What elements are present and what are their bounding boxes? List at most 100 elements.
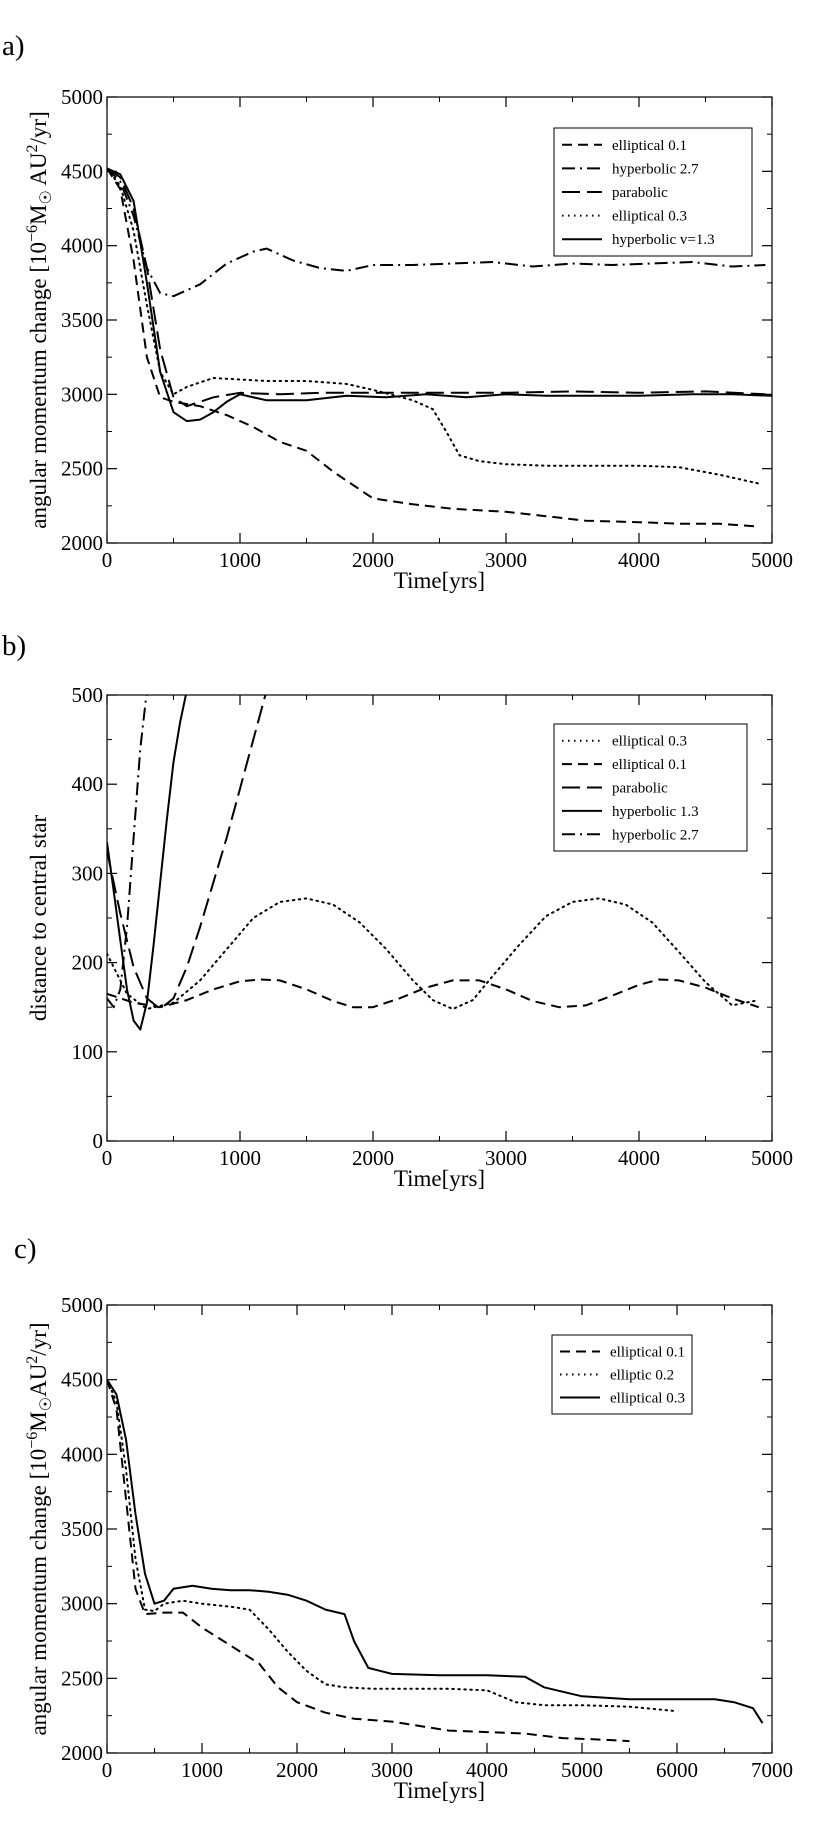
y-axis-title-base: angular momentum change [10 (26, 242, 51, 529)
chart-panel-c: c) 0 1000 2000 3000 4000 5000 6000 7000 2000 2500 3… (14, 1233, 793, 1803)
y-axis-title-exp1: −6 (24, 1432, 41, 1449)
series-line-elliptical-0-1 (107, 978, 760, 1009)
legend-label: elliptical 0.1 (610, 1345, 685, 1361)
y-axis-title-exp2: 2 (24, 1356, 41, 1364)
axis-ticks (106, 694, 773, 1142)
legend-label: hyperbolic 1.3 (612, 804, 699, 820)
series-group (107, 1378, 764, 1743)
axis-ticks (106, 96, 773, 544)
series-line-hyperbolic-2-7 (107, 695, 148, 1009)
legend: elliptical 0.1 elliptic 0.2 elliptical 0.3 (551, 1334, 693, 1415)
y-tick-label: 2000 (61, 1741, 103, 1765)
y-axis-title-sun: ☉ (38, 1397, 55, 1411)
legend-label: hyperbolic 2.7 (612, 161, 699, 177)
series-line-elliptical-0-1 (107, 1379, 630, 1743)
x-tick-label: 2000 (276, 1758, 318, 1782)
y-axis-title-exp1: −6 (24, 225, 41, 242)
series-line-hyperbolic-1-3 (107, 695, 187, 1031)
y-axis-title-mass: M (26, 205, 51, 225)
legend: elliptical 0.1 hyperbolic 2.7 parabolic ell… (553, 127, 753, 257)
x-tick-label: 0 (102, 548, 113, 572)
series-line-parabolic (107, 167, 766, 408)
y-tick-label: 4500 (61, 159, 103, 183)
y-tick-label: 300 (72, 861, 104, 885)
series-group (107, 695, 760, 1031)
y-axis-title: distance to central star (26, 815, 51, 1022)
legend: elliptical 0.3 elliptical 0.1 parabolic hyp… (553, 723, 748, 852)
x-tick-label: 1000 (219, 1146, 261, 1170)
y-axis-title-tail: /yr] (26, 1322, 51, 1355)
legend-box (553, 723, 748, 852)
x-axis-title: Time[yrs] (394, 1166, 485, 1191)
series-line-hyperbolic-v-1-3 (107, 167, 772, 423)
series-group (107, 167, 772, 528)
x-tick-label: 4000 (618, 548, 660, 572)
series-line-elliptical-0-3 (107, 1379, 764, 1724)
series-line-elliptic-0-2 (107, 1378, 678, 1713)
x-tick-label: 4000 (618, 1146, 660, 1170)
y-axis-title-exp2: 2 (24, 144, 41, 152)
x-axis-title: Time[yrs] (394, 568, 485, 593)
y-axis-title-mass: M (26, 1411, 51, 1431)
y-tick-label: 2500 (61, 457, 103, 481)
series-line-elliptical-0-1 (107, 167, 759, 528)
y-axis-title-sun: ☉ (38, 190, 55, 204)
y-tick-label: 500 (72, 683, 104, 707)
x-tick-label: 2000 (352, 548, 394, 572)
y-tick-label: 2500 (61, 1666, 103, 1690)
x-axis-title: Time[yrs] (394, 1778, 485, 1803)
y-tick-label: 4500 (61, 1368, 103, 1392)
y-tick-label: 0 (93, 1129, 104, 1153)
chart-panel-a: a) 0 1000 2000 3000 4000 5000 2000 2500 3000 3500 4… (2, 30, 793, 593)
legend-label: elliptical 0.3 (612, 734, 687, 750)
x-tick-label: 0 (102, 1758, 113, 1782)
y-tick-label: 5000 (61, 1293, 103, 1317)
legend-label: hyperbolic v=1.3 (612, 232, 715, 248)
x-tick-label: 1000 (219, 548, 261, 572)
x-tick-label: 3000 (371, 1758, 413, 1782)
legend-label: elliptical 0.1 (612, 138, 687, 154)
axis-ticks (106, 1304, 773, 1754)
y-tick-label: 3500 (61, 308, 103, 332)
legend-label: elliptical 0.1 (612, 757, 687, 773)
legend-label: parabolic (612, 781, 668, 797)
y-axis-title: angular momentum change [10−6M☉ AU2/yr] (24, 111, 55, 529)
y-tick-label: 200 (72, 951, 104, 975)
y-axis-title: angular momentum change [10−6M☉AU2/yr] (24, 1322, 55, 1735)
x-tick-label: 3000 (485, 548, 527, 572)
series-line-hyperbolic-2-7 (107, 167, 766, 298)
x-tick-label: 5000 (751, 1146, 793, 1170)
panel-label: b) (2, 630, 26, 662)
legend-label: elliptical 0.3 (610, 1391, 685, 1407)
y-axis-title-au: AU (26, 1363, 51, 1397)
y-axis-title-tail: /yr] (26, 111, 51, 144)
x-tick-label: 7000 (751, 1758, 793, 1782)
y-tick-label: 3000 (61, 1592, 103, 1616)
y-tick-label: 3500 (61, 1517, 103, 1541)
x-tick-label: 3000 (485, 1146, 527, 1170)
y-tick-label: 4000 (61, 1442, 103, 1466)
y-tick-label: 400 (72, 772, 104, 796)
legend-label: hyperbolic 2.7 (612, 827, 699, 843)
panel-label: c) (14, 1233, 37, 1265)
chart-panel-b: b) 0 1000 2000 3000 4000 5000 0 100 200 300 400 500 T… (2, 630, 793, 1191)
series-line-elliptical-0-3 (107, 897, 760, 1010)
y-tick-label: 5000 (61, 85, 103, 109)
x-tick-label: 1000 (181, 1758, 223, 1782)
y-axis-title-au: AU (26, 152, 51, 190)
legend-label: parabolic (612, 185, 668, 201)
x-tick-label: 4000 (466, 1758, 508, 1782)
x-tick-label: 5000 (561, 1758, 603, 1782)
series-line-parabolic (107, 695, 267, 1010)
x-tick-label: 6000 (656, 1758, 698, 1782)
panel-label: a) (2, 30, 25, 62)
legend-box (551, 1334, 693, 1415)
legend-label: elliptical 0.3 (612, 209, 687, 225)
legend-label: elliptic 0.2 (610, 1368, 674, 1384)
y-tick-label: 4000 (61, 234, 103, 258)
y-axis-title-base: angular momentum change [10 (26, 1449, 51, 1736)
y-tick-label: 100 (72, 1040, 104, 1064)
x-tick-label: 2000 (352, 1146, 394, 1170)
x-tick-label: 0 (102, 1146, 113, 1170)
y-tick-label: 2000 (61, 531, 103, 555)
